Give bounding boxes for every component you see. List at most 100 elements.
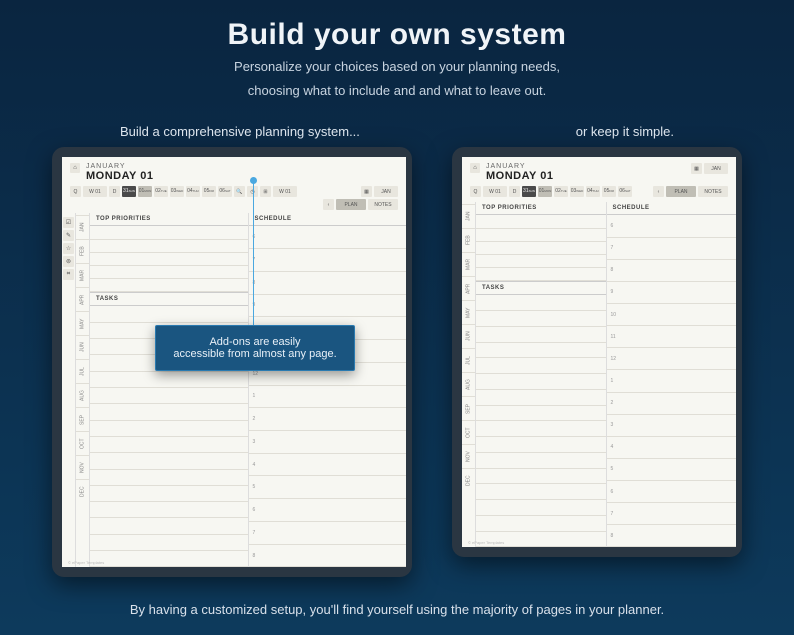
month-tab-feb[interactable]: FEB <box>76 239 89 263</box>
month-tab-mar[interactable]: MAR <box>462 252 475 276</box>
rail-icon-1[interactable]: ☑ <box>63 217 74 228</box>
task-line[interactable] <box>476 516 606 532</box>
schedule-hour[interactable]: 6 <box>249 226 407 249</box>
nav-d-icon[interactable]: D <box>509 186 520 197</box>
addon-icon[interactable]: ⊞ <box>260 186 271 197</box>
task-line[interactable] <box>90 470 248 486</box>
month-tab-apr[interactable]: APR <box>76 287 89 311</box>
schedule-hour[interactable]: 3 <box>249 431 407 454</box>
month-tab-jul[interactable]: JUL <box>462 348 475 372</box>
month-tab-aug[interactable]: AUG <box>462 372 475 396</box>
task-line[interactable] <box>90 404 248 420</box>
schedule-hour[interactable]: 9 <box>607 282 737 304</box>
month-tab-jun[interactable]: JUN <box>462 324 475 348</box>
month-tab-dec[interactable]: DEC <box>76 479 89 503</box>
task-line[interactable] <box>476 374 606 390</box>
line[interactable] <box>90 266 248 279</box>
schedule-hour[interactable]: 8 <box>607 525 737 547</box>
schedule-hour[interactable]: 9 <box>249 295 407 318</box>
task-line[interactable] <box>476 406 606 422</box>
nav-q-icon[interactable]: Q <box>470 186 481 197</box>
schedule-hour[interactable]: 6 <box>607 481 737 503</box>
weekday-sun[interactable]: 31SUN <box>122 186 136 197</box>
task-line[interactable] <box>90 372 248 388</box>
task-line[interactable] <box>90 437 248 453</box>
rail-icon-5[interactable]: ⌗ <box>63 269 74 280</box>
month-tab-jun[interactable]: JUN <box>76 335 89 359</box>
line[interactable] <box>90 240 248 253</box>
task-line[interactable] <box>476 469 606 485</box>
weekday-fri[interactable]: 05FRI <box>602 186 616 197</box>
schedule-hour[interactable]: 4 <box>249 454 407 477</box>
task-line[interactable] <box>90 535 248 551</box>
task-line[interactable] <box>476 295 606 311</box>
month-tab-oct[interactable]: OCT <box>462 420 475 444</box>
month-tab-jan[interactable]: JAN <box>76 215 89 239</box>
weekday-wed[interactable]: 03WED <box>170 186 184 197</box>
weekday-sat[interactable]: 06SAT <box>618 186 632 197</box>
task-line[interactable] <box>476 358 606 374</box>
notes-tab[interactable]: NOTES <box>698 186 728 197</box>
rail-icon-3[interactable]: ☆ <box>63 243 74 254</box>
line[interactable] <box>476 268 606 281</box>
task-line[interactable] <box>476 484 606 500</box>
task-line[interactable] <box>476 343 606 359</box>
schedule-hour[interactable]: 2 <box>607 393 737 415</box>
month-tab-mar[interactable]: MAR <box>76 263 89 287</box>
task-line[interactable] <box>90 453 248 469</box>
jan-button[interactable]: JAN <box>704 163 728 174</box>
month-tab-may[interactable]: MAY <box>462 300 475 324</box>
week-badge[interactable]: W 01 <box>273 186 297 197</box>
line[interactable] <box>90 253 248 266</box>
line[interactable] <box>476 215 606 228</box>
weekday-fri[interactable]: 05FRI <box>202 186 216 197</box>
rail-icon-2[interactable]: ✎ <box>63 230 74 241</box>
month-tab-sep[interactable]: SEP <box>76 407 89 431</box>
schedule-hour[interactable]: 7 <box>249 249 407 272</box>
weekday-tue[interactable]: 02TUE <box>154 186 168 197</box>
schedule-hour[interactable]: 12 <box>607 348 737 370</box>
schedule-hour[interactable]: 5 <box>249 476 407 499</box>
month-tab-dec[interactable]: DEC <box>462 468 475 492</box>
task-line[interactable] <box>90 388 248 404</box>
task-line[interactable] <box>476 421 606 437</box>
prev-icon[interactable]: ‹ <box>323 199 334 210</box>
task-line[interactable] <box>476 390 606 406</box>
rail-icon-4[interactable]: ⊚ <box>63 256 74 267</box>
schedule-hour[interactable]: 6 <box>249 499 407 522</box>
plan-tab[interactable]: PLAN <box>336 199 366 210</box>
schedule-hour[interactable]: 2 <box>249 408 407 431</box>
jan-button[interactable]: JAN <box>374 186 398 197</box>
month-tab-may[interactable]: MAY <box>76 311 89 335</box>
month-tab-nov[interactable]: NOV <box>462 444 475 468</box>
task-line[interactable] <box>476 500 606 516</box>
task-line[interactable] <box>90 306 248 322</box>
line[interactable] <box>90 279 248 292</box>
month-tab-jan[interactable]: JAN <box>462 204 475 228</box>
task-line[interactable] <box>476 327 606 343</box>
task-line[interactable] <box>476 453 606 469</box>
notes-tab[interactable]: NOTES <box>368 199 398 210</box>
weekday-tue[interactable]: 02TUE <box>554 186 568 197</box>
home-icon[interactable]: ⌂ <box>70 163 80 173</box>
schedule-hour[interactable]: 11 <box>607 326 737 348</box>
task-line[interactable] <box>90 518 248 534</box>
weekday-mon[interactable]: 01MON <box>538 186 552 197</box>
month-tab-sep[interactable]: SEP <box>462 396 475 420</box>
line[interactable] <box>476 255 606 268</box>
weekday-mon[interactable]: 01MON <box>138 186 152 197</box>
schedule-hour[interactable]: 3 <box>607 415 737 437</box>
month-tab-apr[interactable]: APR <box>462 276 475 300</box>
weekday-thu[interactable]: 04THU <box>586 186 600 197</box>
schedule-hour[interactable]: 8 <box>249 545 407 568</box>
nav-q-icon[interactable]: Q <box>70 186 81 197</box>
prev-icon[interactable]: ‹ <box>653 186 664 197</box>
line[interactable] <box>90 226 248 239</box>
task-line[interactable] <box>90 421 248 437</box>
schedule-hour[interactable]: 8 <box>607 260 737 282</box>
schedule-hour[interactable]: 1 <box>607 370 737 392</box>
task-line[interactable] <box>90 486 248 502</box>
task-line[interactable] <box>476 311 606 327</box>
month-tab-feb[interactable]: FEB <box>462 228 475 252</box>
schedule-hour[interactable]: 4 <box>607 437 737 459</box>
